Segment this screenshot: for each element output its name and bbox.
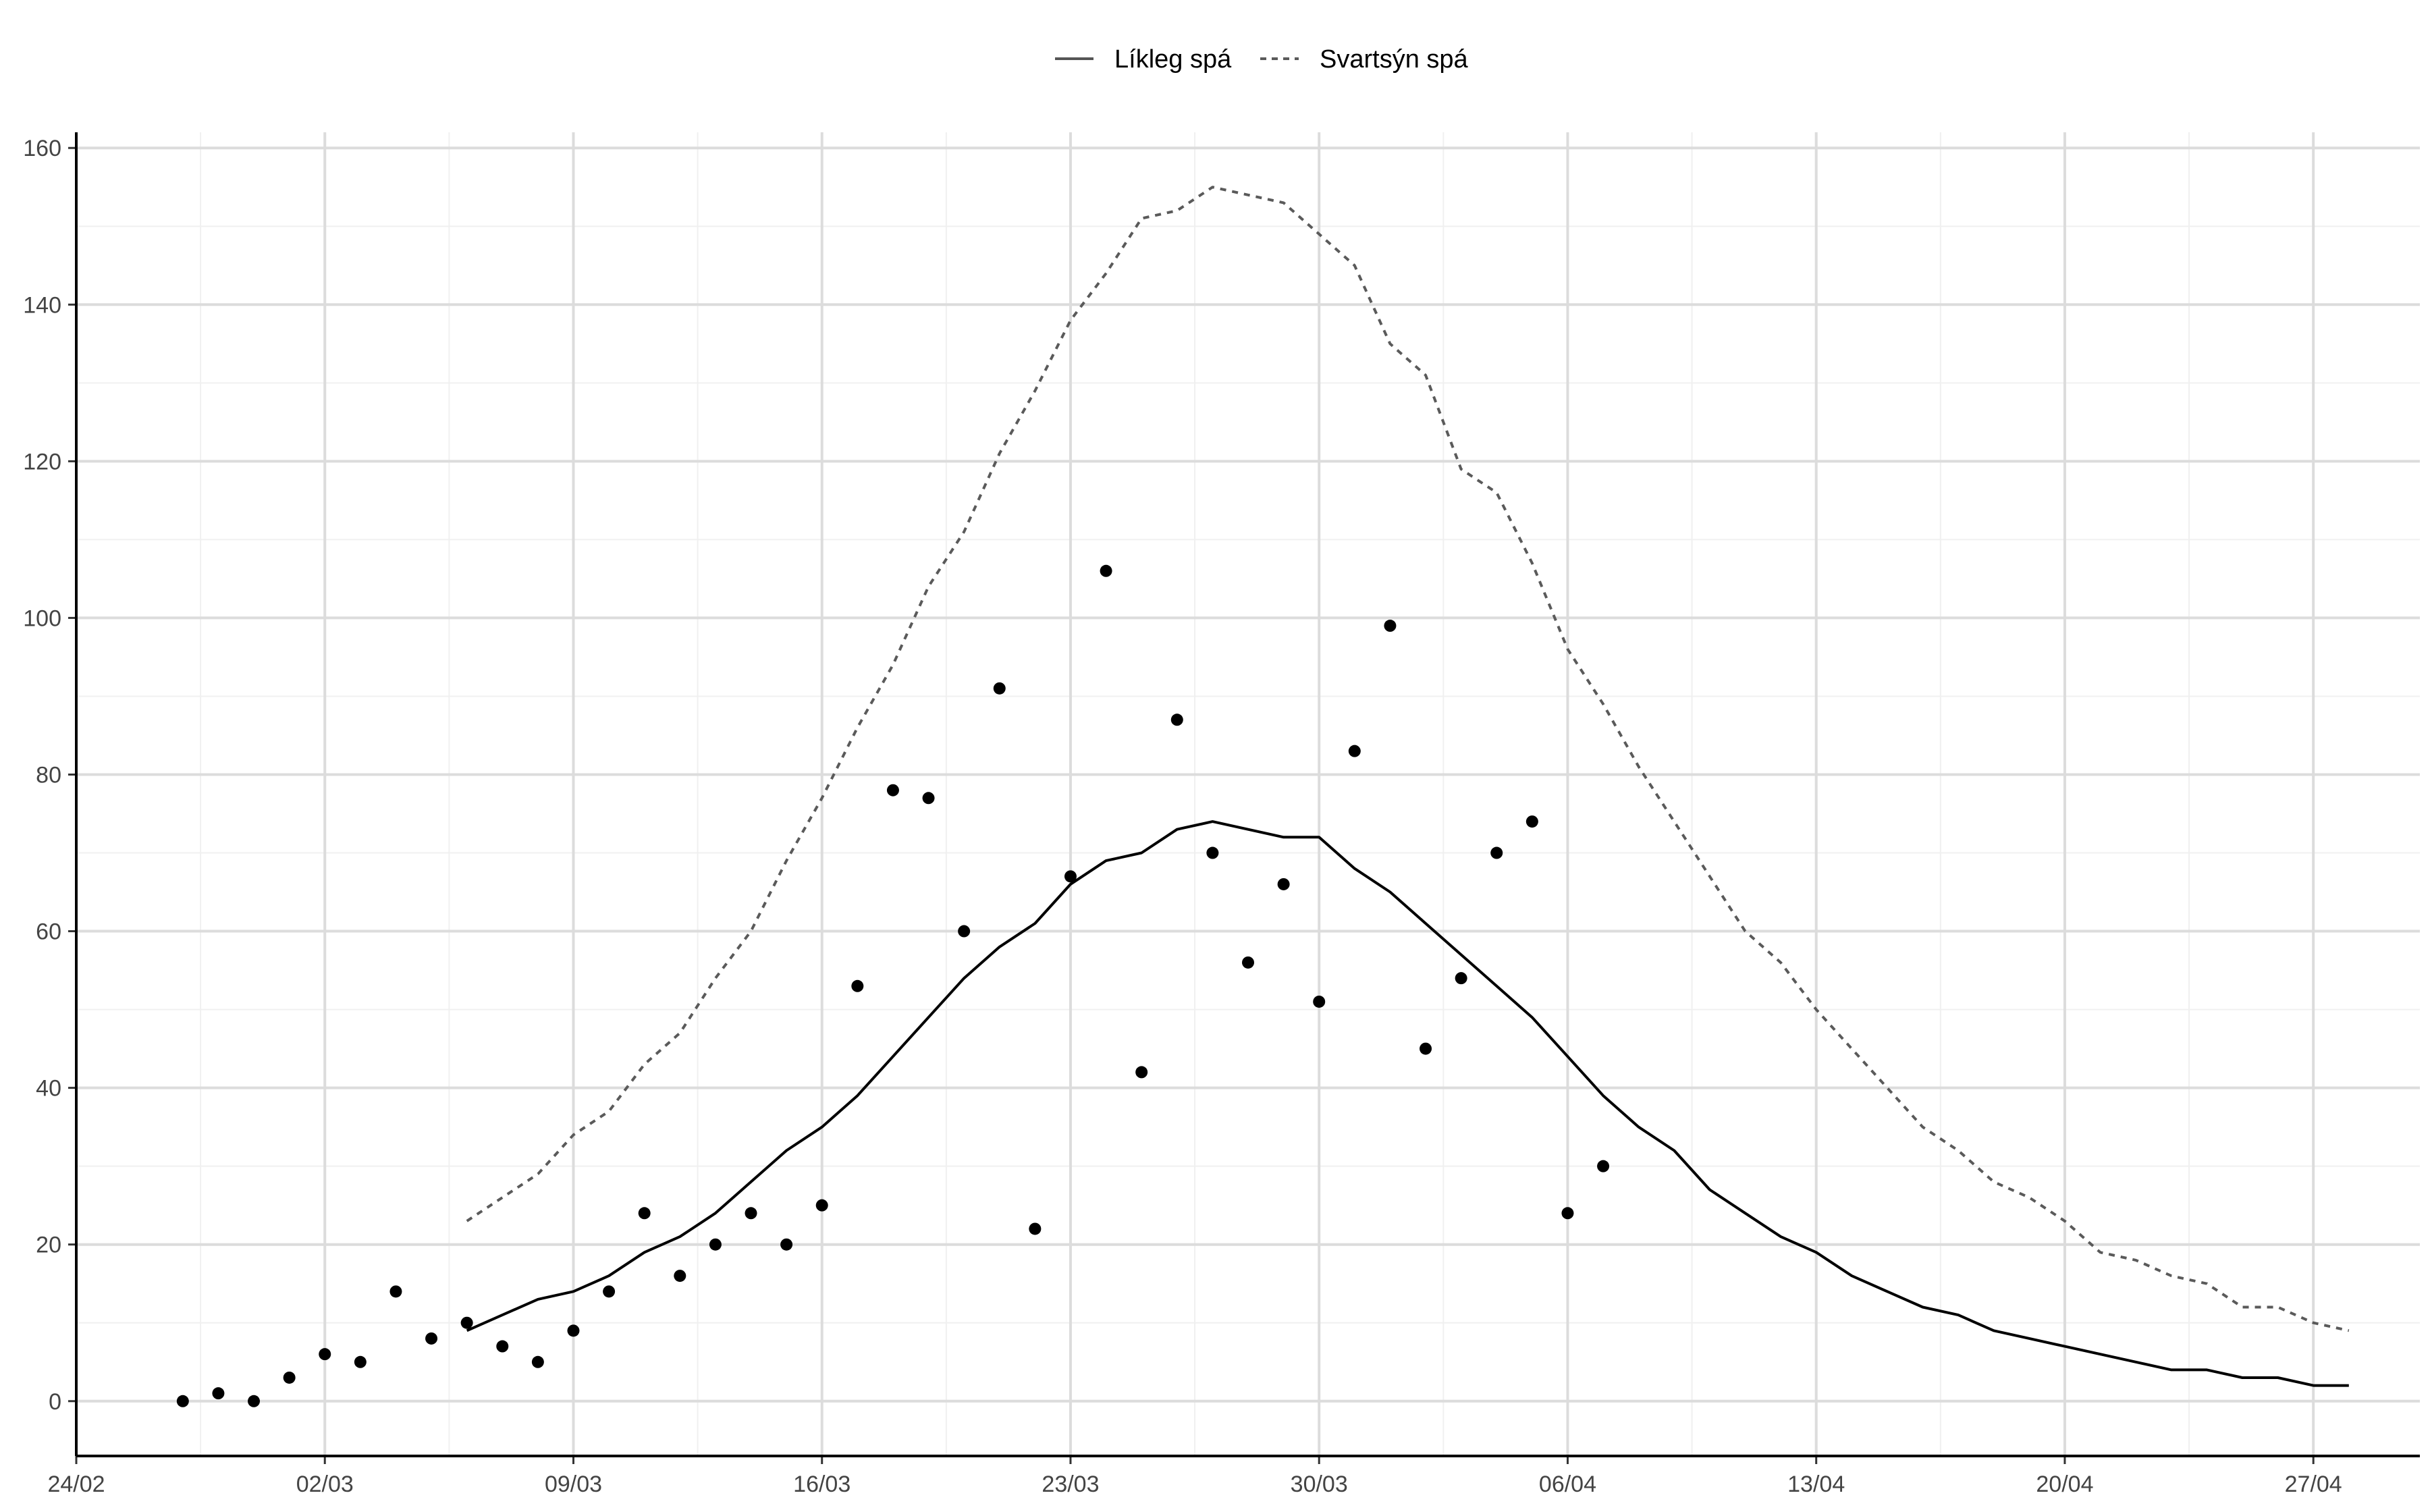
points-layer [176, 564, 1610, 1407]
observed-point [745, 1207, 757, 1220]
observed-point [1206, 846, 1219, 859]
observed-point [851, 979, 864, 992]
observed-point [567, 1324, 580, 1337]
x-tick-label: 06/04 [1539, 1472, 1596, 1497]
observed-point [709, 1238, 722, 1251]
pessimistic-forecast-line [466, 186, 2350, 1332]
x-tick-label: 24/02 [47, 1472, 105, 1497]
x-tick-label: 16/03 [793, 1472, 850, 1497]
observed-point [1064, 870, 1077, 883]
observed-point [638, 1207, 651, 1220]
observed-point [886, 784, 899, 796]
y-tick-label: 20 [36, 1233, 61, 1258]
x-tick-label: 30/03 [1291, 1472, 1348, 1497]
legend-label-likely: Líkleg spá [1114, 45, 1232, 74]
observed-point [496, 1340, 509, 1353]
observed-point [389, 1285, 402, 1298]
observed-point [1384, 620, 1397, 632]
axes: 24/02 02/03 09/03 16/03 23/03 30/03 06/04 13/04… [23, 132, 2420, 1497]
observed-point [993, 682, 1006, 695]
observed-point [176, 1395, 189, 1407]
observed-point [460, 1316, 473, 1329]
y-tick-label: 140 [23, 292, 61, 318]
x-tick-label: 13/04 [1787, 1472, 1845, 1497]
observed-point [780, 1238, 793, 1251]
minor-gridlines [76, 132, 2420, 1456]
y-tick-label: 0 [49, 1389, 61, 1415]
y-tick-label: 80 [36, 762, 61, 788]
observed-point [248, 1395, 261, 1407]
observed-point [1029, 1222, 1042, 1235]
y-tick-label: 100 [23, 605, 61, 631]
observed-point [1313, 995, 1326, 1008]
observed-point [1490, 846, 1503, 859]
observed-point [1526, 815, 1538, 828]
series-layer [466, 186, 2350, 1387]
observed-point [1455, 972, 1467, 985]
observed-point [815, 1199, 828, 1212]
observed-point [319, 1348, 331, 1361]
observed-point [603, 1285, 616, 1298]
observed-point [1420, 1042, 1432, 1055]
observed-point [531, 1355, 544, 1368]
observed-point [1242, 956, 1254, 969]
observed-point [1597, 1160, 1610, 1172]
observed-point [1348, 745, 1361, 757]
y-tick-label: 60 [36, 919, 61, 945]
x-tick-label: 27/04 [2285, 1472, 2342, 1497]
observed-point [1170, 713, 1183, 726]
y-tick-label: 160 [23, 136, 61, 161]
observed-point [958, 925, 971, 938]
observed-point [1100, 564, 1112, 577]
observed-point [674, 1270, 686, 1282]
observed-point [1277, 878, 1290, 890]
x-tick-label: 02/03 [296, 1472, 354, 1497]
y-tick-label: 40 [36, 1076, 61, 1102]
observed-point [425, 1332, 438, 1345]
legend: Líkleg spá Svartsýn spá [1055, 45, 1469, 74]
observed-point [354, 1355, 367, 1368]
x-tick-label: 09/03 [545, 1472, 602, 1497]
x-tick-label: 23/03 [1042, 1472, 1099, 1497]
observed-point [1561, 1207, 1574, 1220]
legend-label-pessimistic: Svartsýn spá [1320, 45, 1469, 74]
x-tick-label: 20/04 [2036, 1472, 2093, 1497]
observed-point [283, 1371, 296, 1384]
likely-forecast-line [466, 820, 2349, 1387]
observed-point [1135, 1066, 1148, 1079]
observed-point [922, 792, 935, 805]
y-tick-label: 120 [23, 449, 61, 475]
major-gridlines [76, 132, 2420, 1456]
observed-point [212, 1387, 225, 1400]
